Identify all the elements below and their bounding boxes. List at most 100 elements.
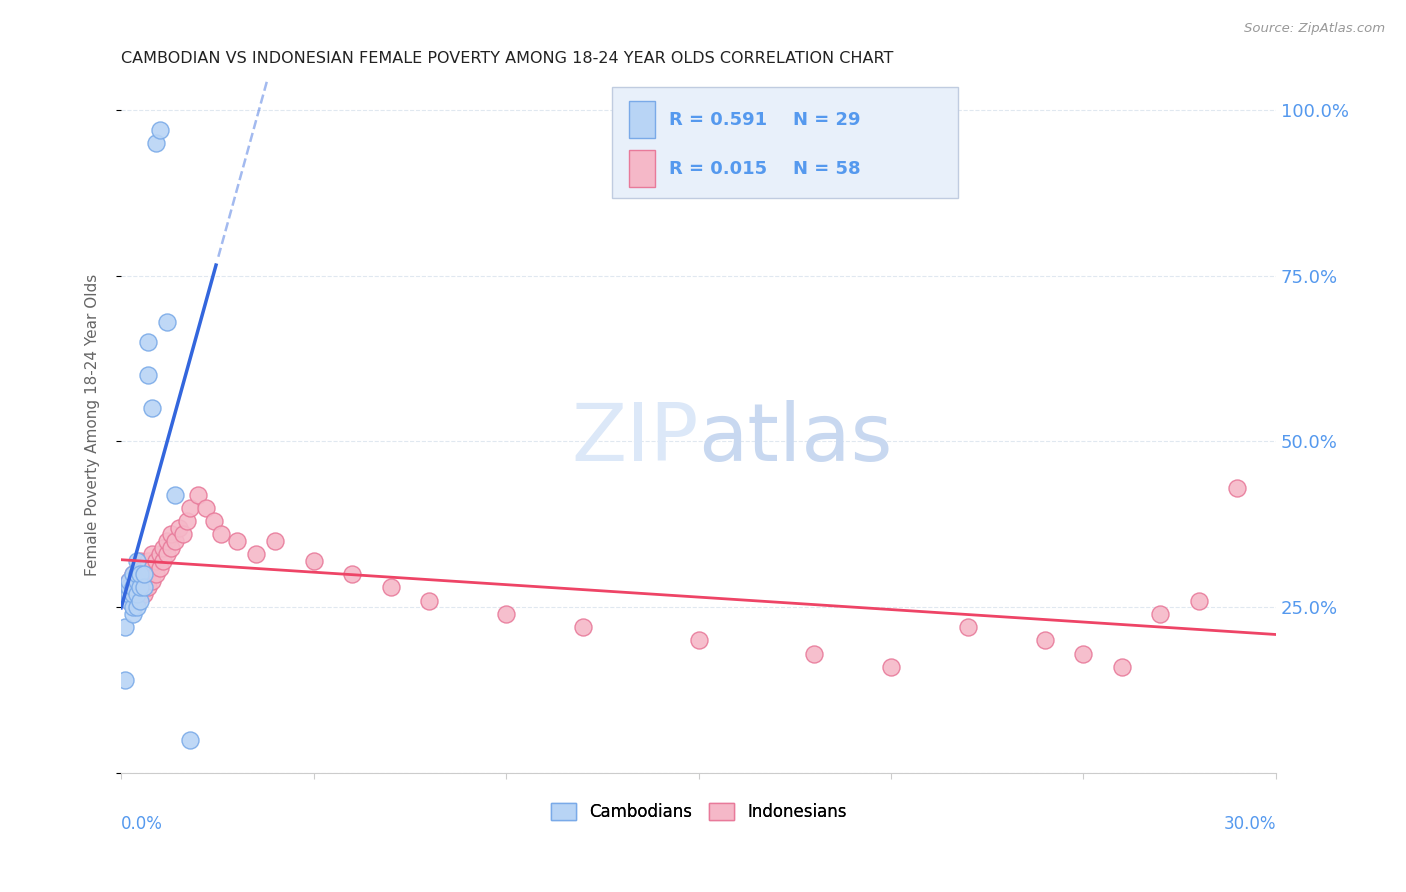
- Point: [134, 560, 156, 574]
- Point: [245, 547, 267, 561]
- Point: [125, 574, 148, 588]
- Point: [149, 560, 172, 574]
- Point: [179, 733, 201, 747]
- Point: [125, 554, 148, 568]
- Point: [688, 633, 710, 648]
- Point: [1033, 633, 1056, 648]
- Point: [118, 574, 141, 588]
- Point: [136, 334, 159, 349]
- Text: 0.0%: 0.0%: [121, 815, 163, 833]
- Point: [118, 593, 141, 607]
- Point: [114, 673, 136, 688]
- Y-axis label: Female Poverty Among 18-24 Year Olds: Female Poverty Among 18-24 Year Olds: [86, 274, 100, 576]
- Text: R = 0.591: R = 0.591: [668, 111, 766, 128]
- Point: [129, 581, 152, 595]
- Point: [129, 567, 152, 582]
- Point: [380, 581, 402, 595]
- Point: [129, 593, 152, 607]
- Point: [125, 600, 148, 615]
- Point: [179, 500, 201, 515]
- Point: [114, 587, 136, 601]
- Point: [125, 593, 148, 607]
- Point: [264, 533, 287, 548]
- Text: atlas: atlas: [699, 400, 893, 478]
- Point: [176, 514, 198, 528]
- Point: [118, 593, 141, 607]
- Point: [134, 581, 156, 595]
- Point: [495, 607, 517, 621]
- Point: [145, 567, 167, 582]
- Text: Source: ZipAtlas.com: Source: ZipAtlas.com: [1244, 22, 1385, 36]
- Point: [145, 554, 167, 568]
- Point: [160, 527, 183, 541]
- FancyBboxPatch shape: [630, 150, 655, 186]
- Point: [125, 567, 148, 582]
- Point: [134, 574, 156, 588]
- Point: [134, 567, 156, 582]
- Point: [1226, 481, 1249, 495]
- Text: ZIP: ZIP: [571, 400, 699, 478]
- Point: [121, 600, 143, 615]
- Point: [121, 587, 143, 601]
- Point: [156, 533, 179, 548]
- Point: [125, 574, 148, 588]
- Point: [302, 554, 325, 568]
- Point: [121, 567, 143, 582]
- Point: [121, 587, 143, 601]
- Point: [225, 533, 247, 548]
- Point: [136, 567, 159, 582]
- Point: [1073, 647, 1095, 661]
- Point: [880, 660, 903, 674]
- Point: [1111, 660, 1133, 674]
- Point: [121, 581, 143, 595]
- Point: [129, 554, 152, 568]
- Point: [163, 487, 186, 501]
- Text: N = 58: N = 58: [793, 160, 860, 178]
- Point: [803, 647, 825, 661]
- Point: [340, 567, 363, 582]
- Point: [125, 587, 148, 601]
- Point: [209, 527, 232, 541]
- Point: [202, 514, 225, 528]
- Point: [1149, 607, 1171, 621]
- Point: [572, 620, 595, 634]
- Point: [1188, 593, 1211, 607]
- Point: [418, 593, 440, 607]
- Point: [121, 567, 143, 582]
- Point: [141, 547, 163, 561]
- Legend: Cambodians, Indonesians: Cambodians, Indonesians: [544, 796, 853, 828]
- Text: R = 0.015: R = 0.015: [668, 160, 766, 178]
- Point: [134, 587, 156, 601]
- FancyBboxPatch shape: [612, 87, 959, 199]
- Text: CAMBODIAN VS INDONESIAN FEMALE POVERTY AMONG 18-24 YEAR OLDS CORRELATION CHART: CAMBODIAN VS INDONESIAN FEMALE POVERTY A…: [121, 51, 893, 66]
- Point: [194, 500, 217, 515]
- Point: [129, 581, 152, 595]
- Point: [149, 122, 172, 136]
- Point: [141, 574, 163, 588]
- Point: [141, 401, 163, 416]
- Point: [141, 560, 163, 574]
- Point: [121, 607, 143, 621]
- Point: [160, 541, 183, 555]
- Text: N = 29: N = 29: [793, 111, 860, 128]
- Point: [118, 581, 141, 595]
- Point: [118, 574, 141, 588]
- Point: [172, 527, 194, 541]
- Point: [152, 541, 174, 555]
- Point: [136, 368, 159, 383]
- Point: [956, 620, 979, 634]
- Point: [118, 587, 141, 601]
- Point: [136, 581, 159, 595]
- Point: [114, 620, 136, 634]
- Point: [121, 581, 143, 595]
- Point: [149, 547, 172, 561]
- Point: [163, 533, 186, 548]
- Point: [129, 567, 152, 582]
- Point: [187, 487, 209, 501]
- Point: [136, 554, 159, 568]
- Text: 30.0%: 30.0%: [1223, 815, 1277, 833]
- Point: [152, 554, 174, 568]
- Point: [145, 136, 167, 150]
- FancyBboxPatch shape: [630, 101, 655, 137]
- Point: [167, 521, 190, 535]
